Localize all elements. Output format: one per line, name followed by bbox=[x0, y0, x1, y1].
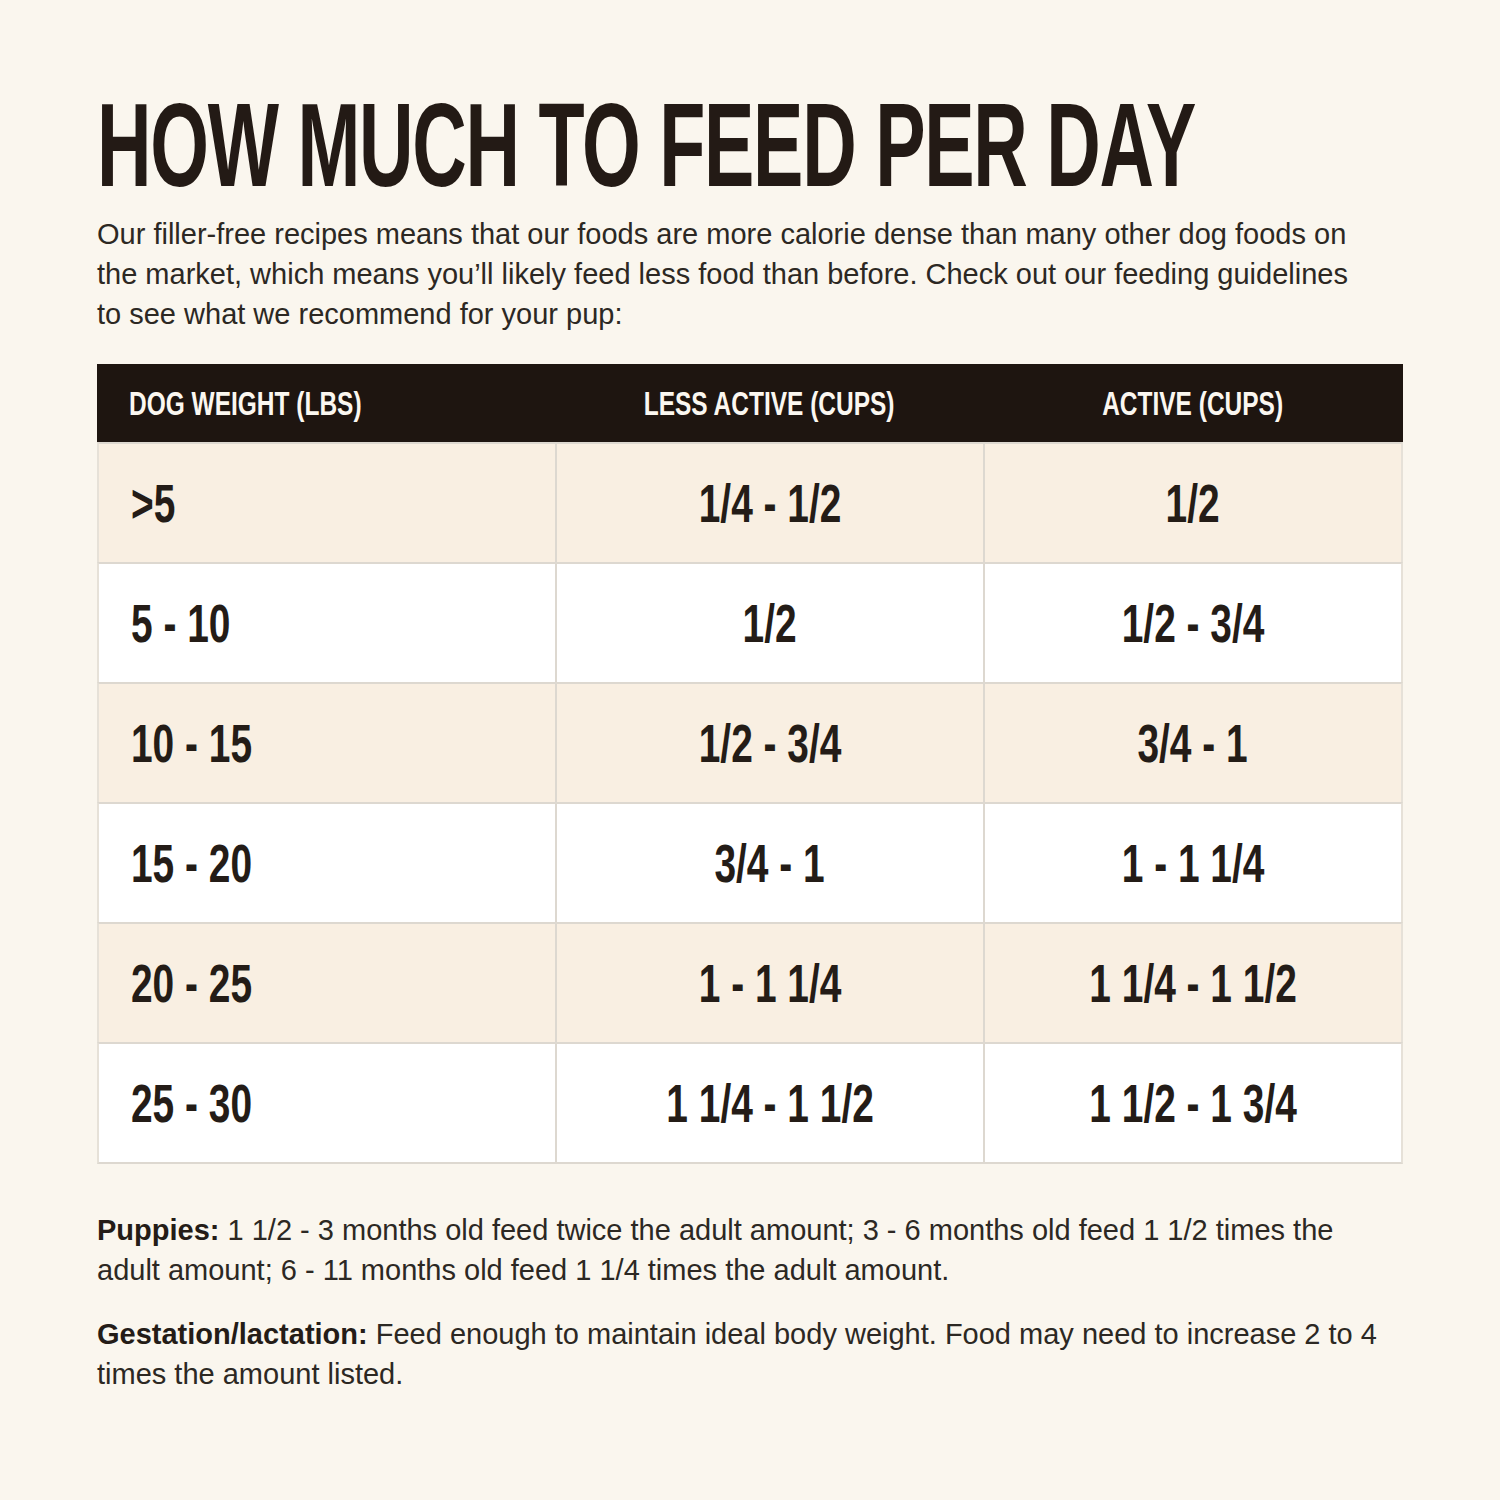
page-title: HOW MUCH TO FEED PER DAY bbox=[97, 86, 1403, 198]
feeding-table-header: DOG WEIGHT (LBS) LESS ACTIVE (CUPS) ACTI… bbox=[97, 364, 1403, 442]
column-header-dog-weight: DOG WEIGHT (LBS) bbox=[97, 364, 555, 442]
table-row: 20 - 25 1 - 1 1/4 1 1/4 - 1 1/2 bbox=[97, 922, 1403, 1042]
feeding-table: DOG WEIGHT (LBS) LESS ACTIVE (CUPS) ACTI… bbox=[97, 364, 1403, 1164]
cell-weight: 10 - 15 bbox=[97, 682, 555, 802]
cell-weight: >5 bbox=[97, 442, 555, 562]
gestation-note-label: Gestation/lactation: bbox=[97, 1318, 368, 1350]
cell-active: 1 1/2 - 1 3/4 bbox=[983, 1042, 1403, 1164]
cell-active: 1/2 - 3/4 bbox=[983, 562, 1403, 682]
cell-active: 1 1/4 - 1 1/2 bbox=[983, 922, 1403, 1042]
cell-active: 3/4 - 1 bbox=[983, 682, 1403, 802]
cell-less-active: 1 1/4 - 1 1/2 bbox=[555, 1042, 983, 1164]
cell-active: 1/2 bbox=[983, 442, 1403, 562]
table-row: >5 1/4 - 1/2 1/2 bbox=[97, 442, 1403, 562]
cell-less-active: 1/2 bbox=[555, 562, 983, 682]
page-title-text: HOW MUCH TO FEED PER DAY bbox=[97, 86, 1195, 204]
header-row: DOG WEIGHT (LBS) LESS ACTIVE (CUPS) ACTI… bbox=[97, 364, 1403, 442]
intro-paragraph: Our filler-free recipes means that our f… bbox=[97, 214, 1367, 334]
gestation-note: Gestation/lactation: Feed enough to main… bbox=[97, 1314, 1397, 1394]
cell-active: 1 - 1 1/4 bbox=[983, 802, 1403, 922]
puppies-note-label: Puppies: bbox=[97, 1214, 219, 1246]
cell-weight: 15 - 20 bbox=[97, 802, 555, 922]
cell-weight: 25 - 30 bbox=[97, 1042, 555, 1164]
cell-weight: 5 - 10 bbox=[97, 562, 555, 682]
puppies-note-text: 1 1/2 - 3 months old feed twice the adul… bbox=[97, 1214, 1333, 1286]
cell-less-active: 1/4 - 1/2 bbox=[555, 442, 983, 562]
cell-less-active: 1 - 1 1/4 bbox=[555, 922, 983, 1042]
footnotes: Puppies: 1 1/2 - 3 months old feed twice… bbox=[97, 1210, 1397, 1394]
table-row: 15 - 20 3/4 - 1 1 - 1 1/4 bbox=[97, 802, 1403, 922]
feeding-guide-page: HOW MUCH TO FEED PER DAY Our filler-free… bbox=[0, 0, 1500, 1394]
cell-less-active: 3/4 - 1 bbox=[555, 802, 983, 922]
column-header-active: ACTIVE (CUPS) bbox=[983, 364, 1403, 442]
table-row: 5 - 10 1/2 1/2 - 3/4 bbox=[97, 562, 1403, 682]
cell-weight: 20 - 25 bbox=[97, 922, 555, 1042]
table-row: 25 - 30 1 1/4 - 1 1/2 1 1/2 - 1 3/4 bbox=[97, 1042, 1403, 1164]
cell-less-active: 1/2 - 3/4 bbox=[555, 682, 983, 802]
column-header-less-active: LESS ACTIVE (CUPS) bbox=[555, 364, 983, 442]
puppies-note: Puppies: 1 1/2 - 3 months old feed twice… bbox=[97, 1210, 1397, 1290]
table-row: 10 - 15 1/2 - 3/4 3/4 - 1 bbox=[97, 682, 1403, 802]
